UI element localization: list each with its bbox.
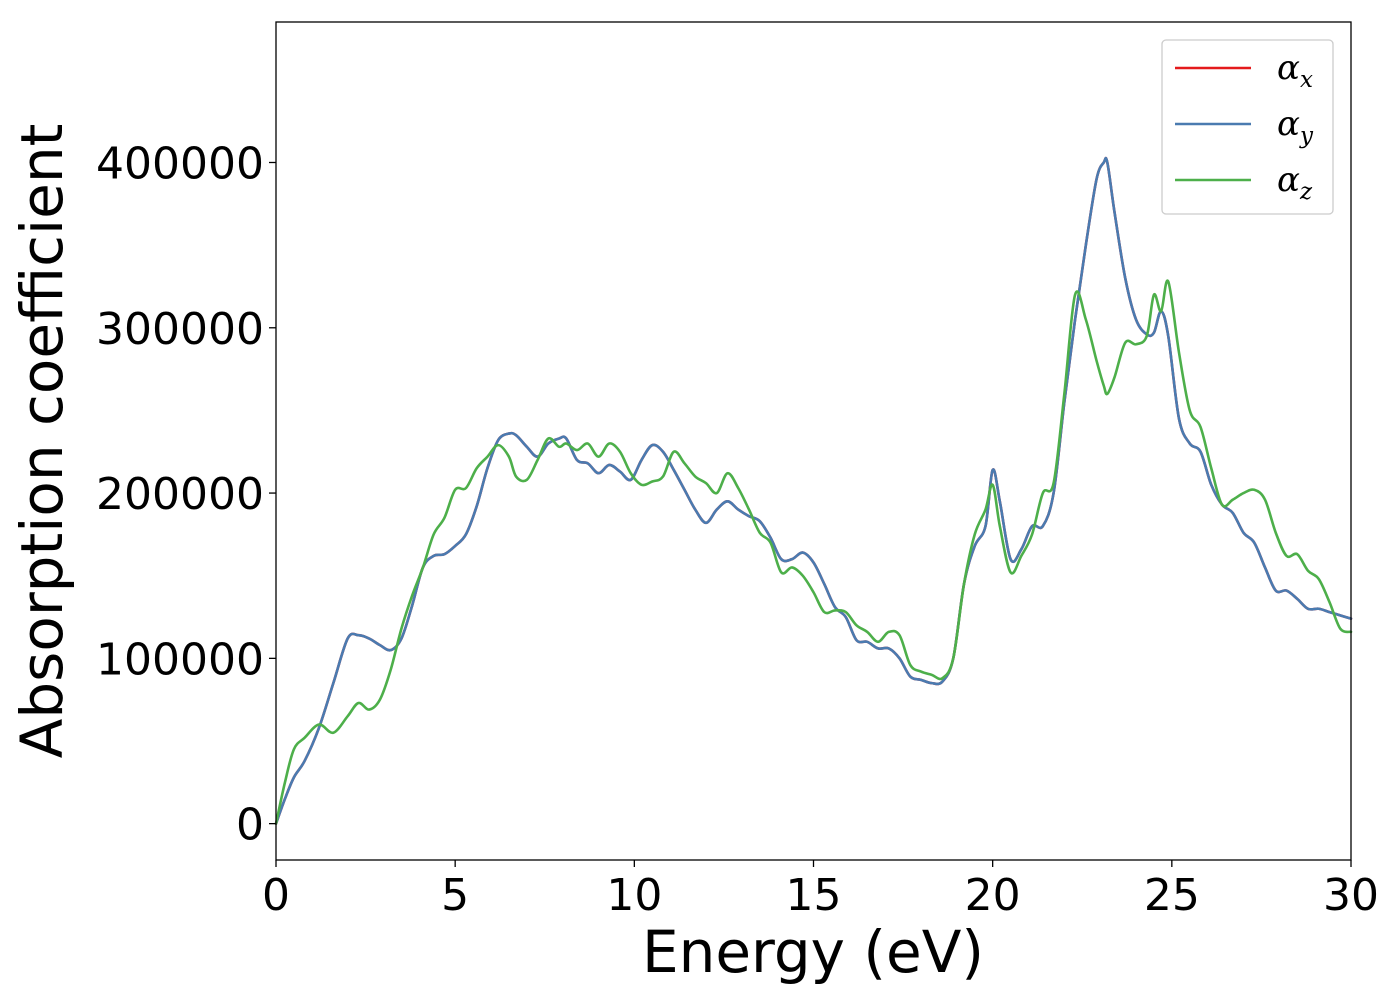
x-tick-label: 25 (1144, 870, 1200, 921)
y-tick-label: 100000 (96, 634, 264, 685)
x-tick-label: 15 (786, 870, 842, 921)
y-tick-label: 200000 (96, 469, 264, 520)
x-axis-title: Energy (eV) (642, 918, 984, 986)
y-tick-label: 400000 (96, 138, 264, 189)
x-axis: 0 5 10 15 20 25 30 (262, 860, 1379, 921)
x-tick-label: 30 (1323, 870, 1379, 921)
y-axis: 0 100000 200000 300000 400000 (96, 138, 276, 851)
legend-box (1161, 39, 1334, 215)
y-tick-label: 0 (236, 800, 264, 851)
y-tick-label: 300000 (96, 304, 264, 355)
series-line-z (274, 279, 1353, 825)
x-tick-label: 0 (262, 870, 290, 921)
x-tick-label: 5 (441, 870, 469, 921)
y-axis-title: Absorption coefficient (8, 124, 76, 759)
x-tick-label: 10 (606, 870, 662, 921)
x-tick-label: 20 (965, 870, 1021, 921)
series-line-y (274, 156, 1353, 825)
series-layer (274, 156, 1353, 825)
